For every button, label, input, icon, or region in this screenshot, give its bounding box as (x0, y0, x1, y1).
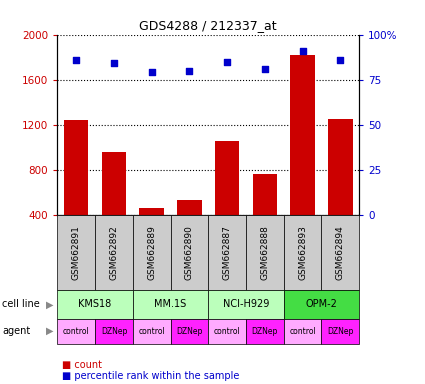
Text: ■ count: ■ count (62, 360, 102, 370)
Text: control: control (289, 327, 316, 336)
Point (73, 57, 79, 63)
Text: OPM-2: OPM-2 (306, 299, 337, 310)
Bar (252, 174, 277, 215)
Text: control: control (138, 327, 165, 336)
Text: DZNep: DZNep (176, 327, 203, 336)
Point (110, 60, 117, 66)
Text: GSM662887: GSM662887 (223, 225, 232, 280)
Text: GSM662888: GSM662888 (261, 225, 269, 280)
Text: ■ percentile rank within the sample: ■ percentile rank within the sample (62, 371, 239, 381)
Point (261, 66, 268, 72)
Text: ▶: ▶ (46, 299, 54, 310)
Text: GSM662894: GSM662894 (336, 225, 345, 280)
Text: GSM662889: GSM662889 (147, 225, 156, 280)
Text: GSM662893: GSM662893 (298, 225, 307, 280)
Text: GSM662892: GSM662892 (110, 225, 119, 280)
Text: DZNep: DZNep (101, 327, 127, 336)
Point (337, 57, 344, 63)
Text: DZNep: DZNep (252, 327, 278, 336)
Bar (102, 152, 126, 215)
Text: NCI-H929: NCI-H929 (223, 299, 269, 310)
Text: KMS18: KMS18 (79, 299, 112, 310)
Text: GSM662890: GSM662890 (185, 225, 194, 280)
Bar (64, 120, 88, 215)
Title: GDS4288 / 212337_at: GDS4288 / 212337_at (139, 19, 277, 32)
Bar (139, 208, 164, 215)
Bar (328, 119, 352, 215)
Text: ▶: ▶ (46, 326, 54, 336)
Bar (290, 55, 315, 215)
Text: control: control (63, 327, 90, 336)
Text: cell line: cell line (2, 299, 40, 310)
Text: agent: agent (2, 326, 30, 336)
Text: DZNep: DZNep (327, 327, 354, 336)
Text: GSM662891: GSM662891 (72, 225, 81, 280)
Text: MM.1S: MM.1S (154, 299, 187, 310)
Point (299, 48, 306, 54)
Text: control: control (214, 327, 241, 336)
Point (224, 59, 230, 65)
Point (148, 70, 155, 76)
Bar (177, 200, 201, 215)
Bar (215, 141, 239, 215)
Point (186, 68, 193, 74)
